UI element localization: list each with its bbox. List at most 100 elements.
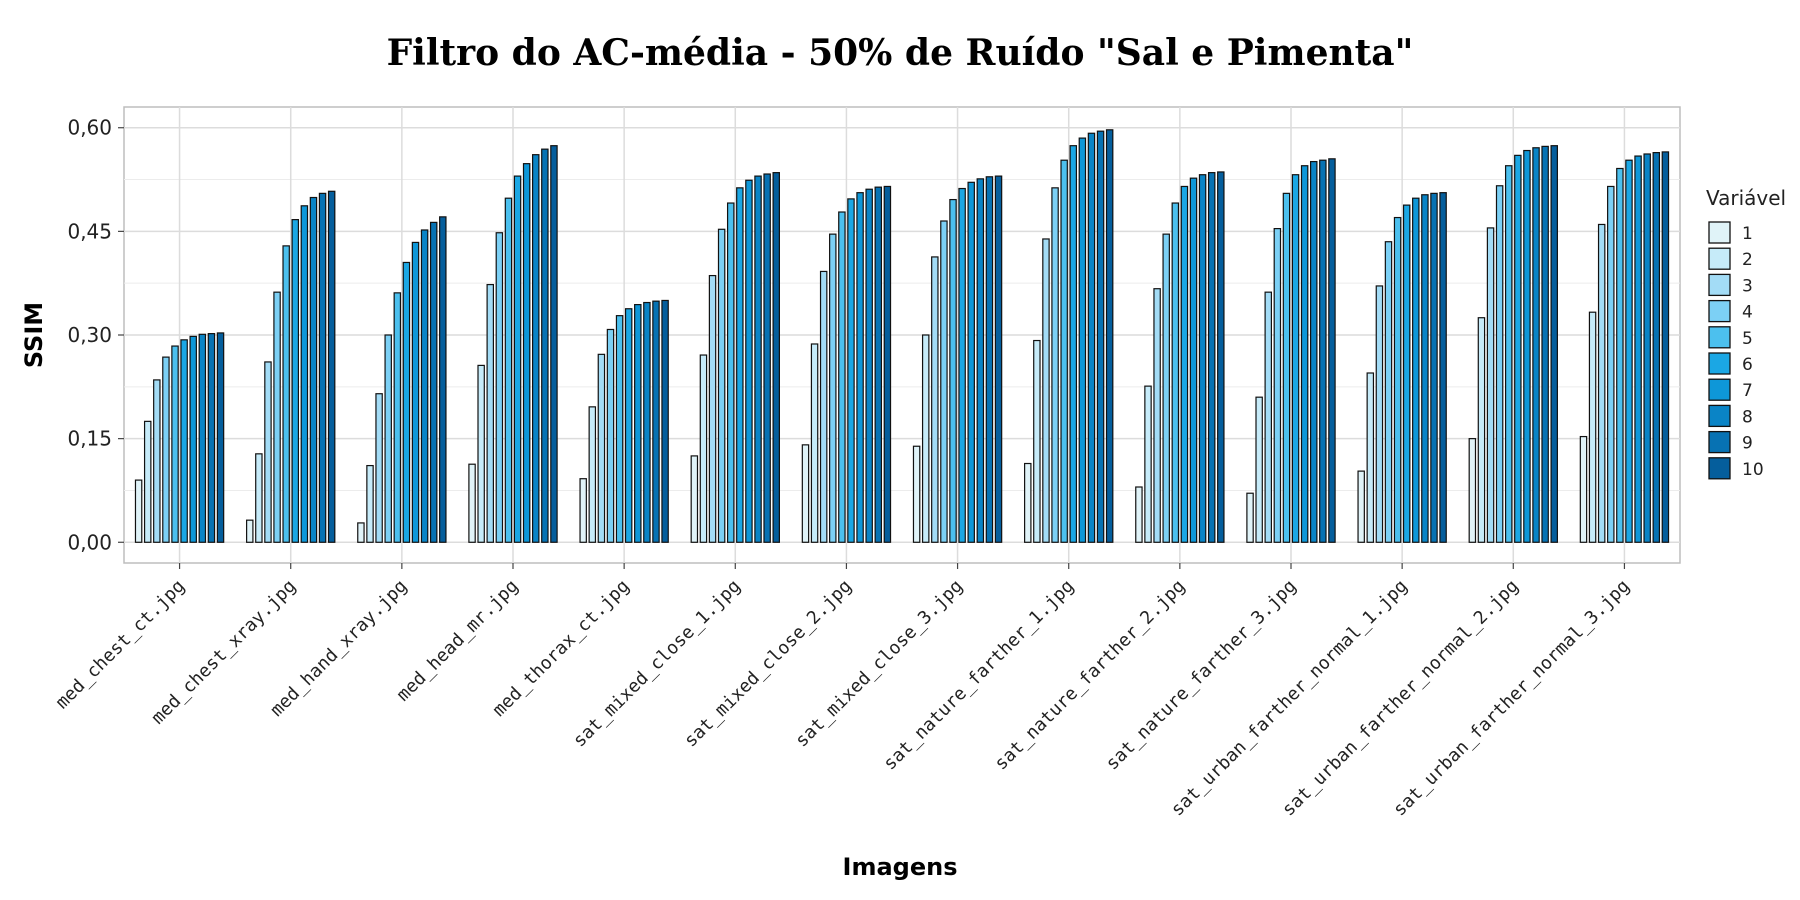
bar-med-head-mr-jpg-var-4 — [495, 232, 504, 543]
chart-title: Filtro do AC-média - 50% de Ruído "Sal e… — [387, 32, 1414, 74]
bar-sat-mixed-close-1-jpg-var-3 — [708, 274, 717, 543]
bar-sat-nature-farther-1-jpg-var-5 — [1060, 159, 1068, 543]
bar-sat-nature-farther-2-jpg-var-8 — [1198, 174, 1207, 543]
bar-sat-nature-farther-2-jpg-var-7 — [1189, 177, 1198, 543]
bar-sat-nature-farther-3-jpg-var-4 — [1273, 228, 1282, 543]
bar-sat-urban-farther-normal-3-jpg-var-9 — [1652, 152, 1661, 543]
y-tick-label: 0,60 — [67, 116, 112, 140]
bar-sat-mixed-close-2-jpg-var-7 — [856, 192, 864, 543]
bar-sat-nature-farther-3-jpg-var-2 — [1255, 396, 1263, 543]
bar-sat-mixed-close-1-jpg-var-10 — [772, 172, 780, 543]
bar-sat-nature-farther-3-jpg-var-8 — [1309, 160, 1318, 543]
bar-med-chest-xray-jpg-var-3 — [264, 361, 272, 543]
x-axis-title: Imagens — [843, 853, 958, 881]
bar-med-hand-xray-jpg-var-5 — [393, 292, 402, 543]
legend-swatch-8 — [1708, 404, 1731, 428]
legend-swatch-7 — [1708, 378, 1731, 401]
bar-med-thorax-ct-jpg-var-5 — [615, 315, 624, 543]
bar-sat-mixed-close-2-jpg-var-6 — [847, 198, 855, 543]
bar-sat-nature-farther-3-jpg-var-3 — [1264, 291, 1272, 543]
bar-sat-mixed-close-3-jpg-var-1 — [912, 445, 921, 543]
bar-med-chest-ct-jpg-var-3 — [153, 379, 161, 543]
bar-sat-urban-farther-normal-3-jpg-var-6 — [1625, 159, 1633, 543]
bar-sat-nature-farther-1-jpg-var-2 — [1033, 339, 1041, 543]
bar-sat-urban-farther-normal-2-jpg-var-4 — [1495, 185, 1504, 543]
bar-sat-nature-farther-1-jpg-var-8 — [1087, 132, 1096, 543]
bar-med-head-mr-jpg-var-5 — [504, 197, 513, 543]
bar-med-hand-xray-jpg-var-10 — [439, 216, 447, 543]
bar-sat-mixed-close-3-jpg-var-2 — [921, 334, 930, 543]
bar-sat-nature-farther-1-jpg-var-3 — [1042, 238, 1050, 543]
legend-label-6: 6 — [1742, 355, 1753, 375]
bar-sat-nature-farther-2-jpg-var-6 — [1180, 185, 1189, 543]
legend-label-9: 9 — [1742, 434, 1753, 454]
bar-sat-mixed-close-2-jpg-var-1 — [801, 444, 810, 543]
bar-sat-mixed-close-2-jpg-var-5 — [838, 211, 846, 543]
bar-med-chest-ct-jpg-var-2 — [143, 420, 152, 543]
bar-sat-mixed-close-2-jpg-var-10 — [883, 185, 892, 543]
bar-sat-urban-farther-normal-3-jpg-var-5 — [1616, 167, 1624, 543]
bar-sat-mixed-close-1-jpg-var-9 — [763, 173, 771, 543]
bar-sat-urban-farther-normal-1-jpg-var-2 — [1366, 372, 1375, 543]
bar-med-head-mr-jpg-var-2 — [477, 364, 485, 543]
bar-sat-urban-farther-normal-3-jpg-var-10 — [1661, 151, 1670, 543]
bar-med-head-mr-jpg-var-3 — [486, 283, 495, 543]
bar-sat-mixed-close-1-jpg-var-8 — [754, 175, 762, 543]
bar-med-head-mr-jpg-var-8 — [531, 154, 540, 543]
bar-med-hand-xray-jpg-var-4 — [384, 334, 392, 543]
bar-sat-nature-farther-3-jpg-var-1 — [1246, 492, 1254, 543]
bar-med-hand-xray-jpg-var-9 — [429, 221, 438, 543]
bar-sat-nature-farther-1-jpg-var-10 — [1105, 129, 1114, 543]
bar-sat-nature-farther-3-jpg-var-6 — [1291, 174, 1300, 543]
bar-sat-mixed-close-1-jpg-var-6 — [736, 187, 744, 543]
bar-med-hand-xray-jpg-var-6 — [402, 261, 411, 543]
bar-med-chest-xray-jpg-var-4 — [273, 291, 281, 543]
bar-med-chest-ct-jpg-var-1 — [134, 479, 143, 543]
legend-label-3: 3 — [1742, 276, 1753, 296]
bar-sat-mixed-close-2-jpg-var-8 — [865, 188, 873, 543]
bar-med-chest-ct-jpg-var-10 — [216, 332, 225, 543]
bar-med-chest-ct-jpg-var-6 — [180, 339, 188, 543]
bar-med-chest-ct-jpg-var-9 — [207, 333, 216, 543]
x-tick-label: med_head_mr.jpg — [393, 576, 523, 706]
bar-sat-mixed-close-3-jpg-var-6 — [958, 187, 966, 543]
bar-sat-urban-farther-normal-3-jpg-var-2 — [1588, 311, 1597, 543]
bar-sat-urban-farther-normal-1-jpg-var-9 — [1430, 192, 1438, 543]
bar-sat-nature-farther-3-jpg-var-5 — [1282, 192, 1291, 543]
bar-sat-urban-farther-normal-2-jpg-var-6 — [1514, 154, 1522, 543]
bar-sat-urban-farther-normal-2-jpg-var-3 — [1486, 227, 1495, 543]
y-tick-label: 0,45 — [67, 219, 112, 243]
bar-med-chest-xray-jpg-var-8 — [309, 196, 318, 543]
bar-sat-mixed-close-3-jpg-var-8 — [976, 178, 985, 543]
bar-med-chest-ct-jpg-var-7 — [189, 335, 197, 543]
bar-sat-nature-farther-3-jpg-var-10 — [1328, 158, 1336, 543]
legend-swatch-5 — [1708, 326, 1731, 349]
bar-med-thorax-ct-jpg-var-7 — [634, 304, 642, 543]
bar-med-chest-xray-jpg-var-9 — [318, 192, 327, 543]
bar-med-chest-ct-jpg-var-4 — [162, 356, 170, 543]
bar-sat-urban-farther-normal-1-jpg-var-10 — [1439, 192, 1447, 543]
bar-med-chest-xray-jpg-var-6 — [291, 219, 300, 543]
bar-med-chest-xray-jpg-var-5 — [282, 245, 290, 543]
bar-sat-mixed-close-2-jpg-var-9 — [874, 186, 883, 543]
y-tick-label: 0,00 — [67, 530, 112, 554]
x-tick-label: sat_nature_farther_1.jpg — [879, 576, 1078, 775]
bar-sat-mixed-close-1-jpg-var-2 — [699, 354, 708, 543]
bar-sat-urban-farther-normal-1-jpg-var-7 — [1412, 197, 1420, 543]
bar-med-thorax-ct-jpg-var-3 — [597, 353, 606, 543]
legend-swatch-9 — [1708, 430, 1731, 454]
bar-sat-nature-farther-1-jpg-var-7 — [1078, 137, 1087, 543]
legend-swatch-6 — [1708, 352, 1731, 375]
bar-sat-nature-farther-1-jpg-var-1 — [1024, 462, 1032, 543]
legend-label-7: 7 — [1742, 381, 1753, 401]
bar-med-hand-xray-jpg-var-8 — [420, 229, 429, 543]
bar-med-hand-xray-jpg-var-2 — [366, 464, 374, 543]
bar-med-chest-xray-jpg-var-10 — [327, 190, 336, 543]
x-tick-label: sat_urban_farther_normal_2.jpg — [1278, 576, 1523, 821]
bar-med-head-mr-jpg-var-1 — [468, 463, 476, 543]
bar-sat-urban-farther-normal-1-jpg-var-8 — [1421, 194, 1429, 543]
bar-sat-nature-farther-2-jpg-var-4 — [1162, 233, 1170, 543]
bar-med-thorax-ct-jpg-var-8 — [643, 301, 651, 543]
bar-med-thorax-ct-jpg-var-10 — [661, 299, 669, 543]
